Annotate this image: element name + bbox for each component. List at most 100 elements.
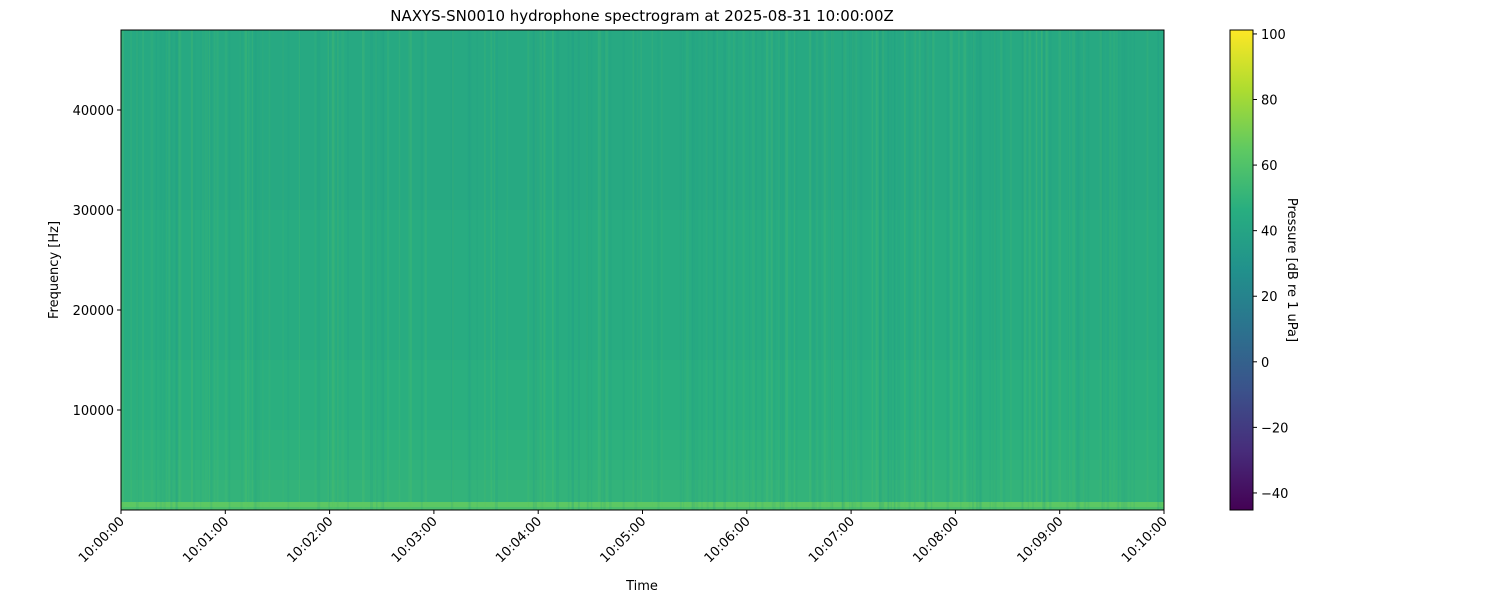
colorbar-axis: −40 −20 0 20 40 60 80 100 — [1253, 28, 1288, 502]
heatmap-streak — [168, 30, 171, 510]
heatmap-streak — [155, 30, 157, 510]
heatmap-streak — [1003, 30, 1006, 510]
heatmap-streak — [1049, 30, 1052, 510]
heatmap-streak — [528, 30, 530, 510]
heatmap-streak — [268, 30, 271, 510]
heatmap-streak — [881, 30, 884, 510]
heatmap-streak — [1066, 30, 1069, 510]
heatmap-streak — [931, 30, 935, 510]
chart-title: NAXYS-SN0010 hydrophone spectrogram at 2… — [390, 7, 894, 25]
heatmap-streak — [727, 30, 731, 510]
heatmap-streak — [1077, 30, 1081, 510]
heatmap-streak — [632, 30, 635, 510]
heatmap-streak — [742, 30, 745, 510]
heatmap-streak — [361, 30, 365, 510]
heatmap-streak — [1106, 30, 1110, 510]
heatmap-streak — [420, 30, 423, 510]
heatmap-streak — [150, 30, 154, 510]
y-tick-label: 30000 — [73, 204, 114, 219]
colorbar-tick-label: −40 — [1261, 487, 1288, 502]
heatmap-streak — [914, 30, 917, 510]
heatmap-band — [121, 460, 1164, 480]
heatmap-streak — [586, 30, 589, 510]
heatmap-streak — [876, 30, 879, 510]
colorbar-tick-label: 40 — [1261, 225, 1278, 240]
heatmap-streak — [216, 30, 219, 510]
heatmap-streak — [765, 30, 769, 510]
heatmap-streak — [409, 30, 412, 510]
heatmap-streak — [1087, 30, 1089, 510]
heatmap-streak — [818, 30, 822, 510]
heatmap-streak — [946, 30, 949, 510]
heatmap-streak — [779, 30, 781, 510]
heatmap-streak — [122, 30, 124, 510]
x-tick-label: 10:03:00 — [389, 514, 441, 566]
heatmap-band — [121, 507, 1164, 510]
heatmap-streak — [976, 30, 979, 510]
heatmap-streak — [135, 30, 139, 510]
heatmap-streak — [165, 30, 167, 510]
heatmap-streak — [483, 30, 486, 510]
heatmap-streak — [317, 30, 321, 510]
heatmap-streak — [1115, 30, 1117, 510]
heatmap-streak — [170, 30, 173, 510]
heatmap-streak — [327, 30, 329, 510]
heatmap-streak — [989, 30, 991, 510]
heatmap-streak — [712, 30, 716, 510]
heatmap-streak — [853, 30, 857, 510]
heatmap-streak — [527, 30, 529, 510]
heatmap-streak — [808, 30, 811, 510]
heatmap-streak — [968, 30, 971, 510]
heatmap-streak — [651, 30, 653, 510]
heatmap-streak — [875, 30, 878, 510]
heatmap-streak — [1113, 30, 1115, 510]
heatmap-streak — [813, 30, 817, 510]
heatmap-streak — [958, 30, 960, 510]
heatmap-streak — [257, 30, 260, 510]
heatmap-streak — [1043, 30, 1047, 510]
heatmap-streak — [599, 30, 602, 510]
heatmap-streak — [701, 30, 703, 510]
heatmap-streak — [1157, 30, 1160, 510]
heatmap-streak — [494, 30, 498, 510]
heatmap-streak — [239, 30, 242, 510]
heatmap-streak — [336, 30, 339, 510]
heatmap-streak — [571, 30, 574, 510]
colorbar-label: Pressure [dB re 1 uPa] — [1284, 198, 1299, 342]
heatmap-streak — [262, 30, 264, 510]
heatmap-streak — [255, 30, 258, 510]
heatmap-streak — [871, 30, 873, 510]
heatmap-streak — [590, 30, 593, 510]
heatmap-streak — [298, 30, 301, 510]
heatmap-streak — [247, 30, 250, 510]
heatmap-streak — [206, 30, 208, 510]
heatmap-streak — [603, 30, 606, 510]
heatmap-streak — [163, 30, 166, 510]
heatmap-streak — [178, 30, 180, 510]
colorbar-tick-label: 100 — [1261, 28, 1286, 43]
heatmap-streak — [175, 30, 178, 510]
heatmap-streak — [224, 30, 228, 510]
heatmap-streak — [248, 30, 250, 510]
heatmap-streak — [810, 30, 812, 510]
x-tick-label: 10:06:00 — [702, 514, 754, 566]
heatmap-streak — [1160, 30, 1162, 510]
heatmap-streak — [723, 30, 727, 510]
heatmap-streak — [979, 30, 982, 510]
heatmap-streak — [1100, 30, 1103, 510]
heatmap-streak — [1041, 30, 1043, 510]
heatmap-streak — [1027, 30, 1029, 510]
heatmap-streak — [1129, 30, 1132, 510]
heatmap-streak — [780, 30, 784, 510]
heatmap-streak — [535, 30, 537, 510]
heatmap-band — [121, 30, 1164, 210]
heatmap-streak — [636, 30, 638, 510]
heatmap-streak — [540, 30, 544, 510]
heatmap-streak — [407, 30, 411, 510]
heatmap-streak — [468, 30, 472, 510]
heatmap-streak — [370, 30, 373, 510]
heatmap-streak — [852, 30, 854, 510]
heatmap-band — [121, 430, 1164, 460]
heatmap-streak — [826, 30, 828, 510]
heatmap-streak — [1102, 30, 1105, 510]
